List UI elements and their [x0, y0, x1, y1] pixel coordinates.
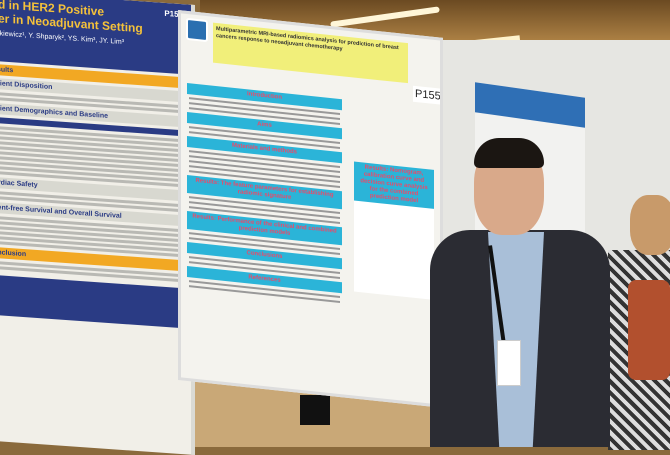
- poster-header: P156 ...d in HER2 Positive ...er in Neoa…: [0, 0, 191, 75]
- left-poster: P156 ...d in HER2 Positive ...er in Neoa…: [0, 0, 195, 455]
- university-logo: [186, 17, 208, 43]
- person-head: [630, 195, 670, 255]
- poster-footer: [0, 274, 191, 329]
- name-badge: [497, 340, 521, 386]
- man-hair: [474, 138, 544, 168]
- middle-poster: Multiparametric MRI-based radiomics anal…: [178, 10, 443, 408]
- poster-title: Multiparametric MRI-based radiomics anal…: [213, 22, 408, 84]
- section-heading: Results: Nomogram, calibration curve and…: [354, 161, 434, 209]
- nomogram-panel: Results: Nomogram, calibration curve and…: [354, 161, 434, 300]
- poster-number: P155: [413, 85, 443, 105]
- person-legs: [300, 395, 330, 425]
- handbag: [628, 280, 670, 380]
